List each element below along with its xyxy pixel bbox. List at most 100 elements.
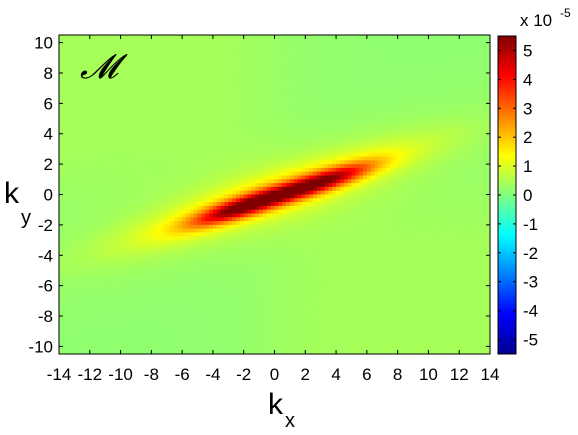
heatmap-cell <box>347 91 353 97</box>
heatmap-cell <box>270 103 276 108</box>
heatmap-cell <box>312 107 318 112</box>
heatmap-cell <box>255 167 260 173</box>
heatmap-cell <box>135 175 141 180</box>
heatmap-cell <box>236 171 241 177</box>
heatmap-cell <box>74 103 79 108</box>
heatmap-cell <box>282 76 287 82</box>
heatmap-cell <box>305 72 310 78</box>
heatmap-cell <box>413 72 418 78</box>
heatmap-cell <box>209 42 214 47</box>
heatmap-cell <box>159 103 164 108</box>
heatmap-cell <box>443 148 449 154</box>
heatmap-cell <box>397 167 403 173</box>
heatmap-cell <box>312 80 318 85</box>
heatmap-cell <box>374 80 379 85</box>
heatmap-cell <box>432 107 437 112</box>
heatmap-cell <box>101 50 106 55</box>
heatmap-cell <box>105 186 110 192</box>
heatmap-cell <box>351 175 356 180</box>
heatmap-cell <box>124 50 129 55</box>
heatmap-cell <box>135 118 141 123</box>
heatmap-cell <box>420 88 426 93</box>
heatmap-cell <box>216 110 222 116</box>
heatmap-cell <box>366 69 372 74</box>
heatmap-cell <box>386 95 391 101</box>
heatmap-cell <box>112 91 118 97</box>
heatmap-cell <box>162 84 168 89</box>
heatmap-cell <box>147 65 152 70</box>
heatmap-cell <box>332 198 337 203</box>
heatmap-cell <box>309 57 314 63</box>
heatmap-cell <box>278 50 283 55</box>
heatmap-cell <box>382 122 387 127</box>
heatmap-cell <box>62 50 68 55</box>
heatmap-cell <box>397 148 403 154</box>
heatmap-cell <box>220 190 226 196</box>
heatmap-cell <box>85 148 91 154</box>
heatmap-cell <box>101 133 106 139</box>
heatmap-cell <box>466 91 472 97</box>
heatmap-cell <box>182 160 187 165</box>
heatmap-cell <box>274 156 279 161</box>
heatmap-cell <box>143 61 149 66</box>
heatmap-cell <box>78 194 83 199</box>
heatmap-cell <box>347 156 353 161</box>
heatmap-cell <box>274 194 279 199</box>
heatmap-cell <box>109 46 114 51</box>
heatmap-cell <box>247 133 253 139</box>
heatmap-cell <box>59 110 64 116</box>
heatmap-cell <box>401 53 406 59</box>
heatmap-cell <box>251 171 256 177</box>
heatmap-cell <box>93 198 99 203</box>
heatmap-cell <box>155 129 160 135</box>
heatmap-cell <box>332 103 337 108</box>
heatmap-cell <box>293 35 299 40</box>
heatmap-cell <box>170 110 176 116</box>
heatmap-cell <box>336 35 341 40</box>
heatmap-cell <box>286 145 291 150</box>
heatmap-cell <box>124 95 129 101</box>
heatmap-cell <box>393 145 399 150</box>
heatmap-cell <box>243 72 249 78</box>
heatmap-cell <box>432 190 437 196</box>
heatmap-cell <box>116 171 122 177</box>
heatmap-cell <box>320 171 326 177</box>
heatmap-cell <box>378 42 383 47</box>
heatmap-cell <box>66 198 72 203</box>
heatmap-cell <box>224 160 229 165</box>
heatmap-cell <box>224 202 229 207</box>
heatmap-cell <box>451 156 456 161</box>
heatmap-cell <box>401 129 406 135</box>
heatmap-cell <box>359 38 364 44</box>
heatmap-cell <box>439 190 445 196</box>
heatmap-cell <box>159 72 164 78</box>
heatmap-cell <box>205 129 210 135</box>
heatmap-cell <box>374 175 379 180</box>
heatmap-cell <box>351 129 356 135</box>
heatmap-cell <box>143 114 149 120</box>
heatmap-cell <box>359 69 364 74</box>
heatmap-cell <box>82 171 87 177</box>
heatmap-cell <box>216 42 222 47</box>
heatmap-cell <box>266 129 272 135</box>
heatmap-cell <box>366 183 372 188</box>
heatmap-cell <box>470 190 476 196</box>
heatmap-cell <box>359 53 364 59</box>
heatmap-cell <box>109 202 114 207</box>
heatmap-cell <box>74 198 79 203</box>
heatmap-cell <box>116 186 122 192</box>
heatmap-cell <box>409 133 414 139</box>
heatmap-cell <box>486 171 490 177</box>
heatmap-cell <box>309 50 314 55</box>
heatmap-cell <box>439 53 445 59</box>
heatmap-cell <box>105 164 110 169</box>
heatmap-cell <box>162 53 168 59</box>
heatmap-cell <box>351 103 356 108</box>
heatmap-cell <box>85 103 91 108</box>
heatmap-cell <box>232 57 237 63</box>
heatmap-cell <box>463 164 468 169</box>
heatmap-cell <box>316 84 322 89</box>
heatmap-cell <box>197 198 202 203</box>
heatmap-cell <box>286 179 291 184</box>
heatmap-cell <box>482 145 487 150</box>
